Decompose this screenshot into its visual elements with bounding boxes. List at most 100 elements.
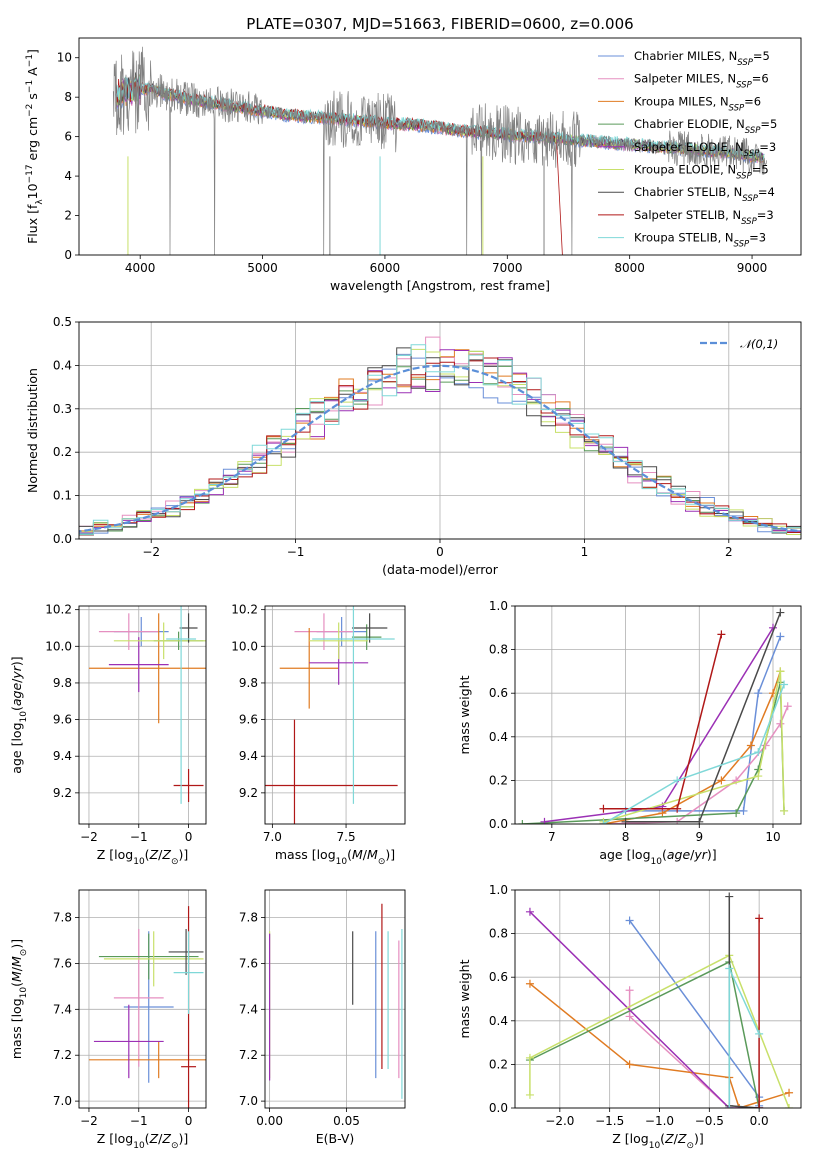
y-axis-label: Flux [fλ10−17 erg cm−2 s−1 A−1]	[25, 49, 45, 244]
x-tick-label: −2	[80, 1114, 98, 1128]
y-tick-label: 1.0	[489, 883, 508, 897]
label-part: =5	[760, 117, 777, 131]
weight-vs-metallicity-panel: −2.0 −1.5 −1.0 −0.5 0.0 0.0 0.2 0.4 0.6 0.8 1.0 Z […	[457, 883, 802, 1151]
axes-frame	[78, 605, 207, 825]
y-tick-label: 0.2	[489, 773, 508, 787]
spectrum-panel: 4000 5000 6000 7000 8000 9000 0 2 4 6 8 10 wavelengt…	[25, 37, 802, 293]
y-axis-label: age [log10(age/yr)]	[9, 656, 29, 773]
label-part: E(B-V)	[316, 1131, 355, 1146]
label-part: Chabrier STELIB, N	[634, 185, 742, 199]
weight-marker	[725, 892, 734, 901]
label-part: M	[9, 971, 24, 982]
label-part: )]	[9, 656, 24, 666]
y-tick-label: 7.2	[239, 1048, 258, 1062]
x-axis-label: age [log10(age/yr)]	[599, 847, 716, 867]
y-tick-label: 0.0	[489, 817, 508, 831]
weight-line	[603, 684, 785, 824]
x-tick-label: −1	[130, 1114, 148, 1128]
weight-marker	[725, 964, 734, 973]
label-part: =3	[759, 140, 776, 154]
y-tick-label: 0	[64, 248, 72, 262]
weight-marker	[673, 804, 682, 813]
x-tick-label: −1	[130, 830, 148, 844]
y-axis-label: Normed distribution	[25, 368, 40, 493]
axes-frame	[78, 889, 207, 1109]
label-part: SSP	[734, 240, 750, 250]
weight-line	[603, 671, 785, 823]
x-tick-label: 8000	[614, 261, 645, 275]
y-tick-label: 0.4	[489, 730, 508, 744]
weight-marker	[540, 817, 549, 824]
weight-marker	[525, 1053, 534, 1062]
label-part: Kroupa STELIB, N	[634, 231, 734, 245]
weight-marker	[717, 630, 726, 639]
y-tick-label: 10.2	[45, 603, 72, 617]
label-part: (data-model)/error	[382, 562, 499, 577]
label-part: =5	[753, 49, 770, 63]
x-tick-label: 0	[436, 545, 444, 559]
y-tick-label: 0.0	[53, 532, 72, 546]
legend-entry: Chabrier MILES, NSSP=5	[634, 49, 770, 68]
label-part: Flux [f	[25, 204, 40, 244]
y-tick-label: 10.0	[45, 639, 72, 653]
y-tick-label: 7.2	[53, 1048, 72, 1062]
weight-marker	[717, 776, 726, 785]
label-part: /	[690, 847, 695, 862]
label-part: (	[662, 847, 667, 862]
x-tick-label: 0.00	[256, 1114, 283, 1128]
legend-entry: Kroupa STELIB, NSSP=3	[634, 231, 766, 250]
plot-area	[79, 336, 801, 539]
y-tick-label: 0.6	[489, 970, 508, 984]
y-tick-label: 0.4	[53, 358, 72, 372]
y-axis-label: mass [log10(M/M⊙)]	[9, 939, 29, 1059]
figure-title: PLATE=0307, MJD=51663, FIBERID=0600, z=0…	[246, 15, 633, 33]
axes-frame	[514, 889, 802, 1109]
label-part: Z	[149, 847, 159, 862]
y-tick-label: 7.4	[53, 1002, 72, 1016]
y-tick-label: 10.0	[231, 639, 258, 653]
y-tick-label: 0.2	[53, 445, 72, 459]
label-part: A	[25, 67, 40, 80]
axes-frame	[78, 37, 802, 256]
label-part: =4	[758, 185, 775, 199]
label-part: SSP	[736, 172, 752, 182]
observed-spectrum	[112, 46, 768, 255]
label-part: )]	[707, 847, 717, 862]
weight-marker	[755, 914, 764, 923]
label-part: M	[9, 956, 24, 967]
label-part: M	[367, 847, 378, 862]
x-tick-label: −0.5	[695, 1114, 724, 1128]
label-part: Z [log	[612, 1131, 648, 1146]
y-tick-label: 10.2	[231, 603, 258, 617]
label-part: SSP	[744, 149, 760, 159]
y-axis-label: mass weight	[457, 959, 472, 1038]
label-part: −2	[25, 104, 35, 117]
x-tick-label: 2	[725, 545, 733, 559]
x-tick-label: 1	[581, 545, 589, 559]
legend-entry: 𝒩(0,1)	[740, 337, 778, 351]
label-part: Z	[677, 1131, 687, 1146]
x-axis-label: wavelength [Angstrom, rest frame]	[330, 278, 550, 293]
label-part: Z	[161, 847, 171, 862]
legend-entry: Salpeter STELIB, NSSP=3	[634, 208, 774, 227]
x-tick-label: −2	[80, 830, 98, 844]
y-tick-label: 7.0	[53, 1094, 72, 1108]
y-tick-label: 0.8	[489, 927, 508, 941]
x-tick-label: −2.0	[545, 1114, 574, 1128]
label-part: Normed distribution	[25, 368, 40, 493]
label-part: SSP	[737, 58, 753, 68]
label-part: Kroupa ELODIE, N	[634, 163, 736, 177]
y-tick-label: 7.4	[239, 1002, 258, 1016]
label-part: yr	[693, 847, 707, 862]
label-part: (	[145, 847, 150, 862]
label-part: ⊙	[171, 1141, 179, 1151]
x-axis-label: Z [log10(Z/Z⊙)]	[97, 847, 189, 867]
y-tick-label: 10	[57, 51, 72, 65]
x-axis-label: Z [log10(Z/Z⊙)]	[612, 1131, 704, 1151]
label-part: Chabrier ELODIE, N	[634, 117, 745, 131]
label-part: Z	[149, 1131, 159, 1146]
x-tick-label: 0.0	[750, 1114, 769, 1128]
y-tick-label: 0.6	[489, 686, 508, 700]
weight-marker	[783, 702, 792, 711]
weight-marker	[746, 741, 755, 750]
